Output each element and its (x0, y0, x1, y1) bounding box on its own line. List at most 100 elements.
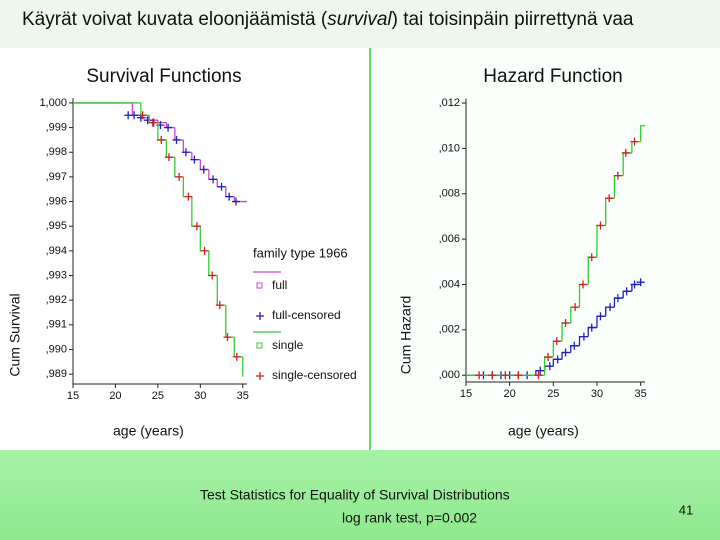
censor-marker (570, 341, 579, 350)
censor-marker (544, 353, 553, 362)
censor-marker (630, 280, 639, 289)
legend-label: full-censored (272, 308, 341, 322)
legend-swatch (256, 282, 263, 289)
censor-marker (184, 192, 193, 201)
censor-marker (561, 348, 570, 357)
censor-marker (143, 116, 152, 125)
censor-marker (148, 118, 157, 127)
censor-marker (514, 371, 523, 380)
legend-label: full (272, 278, 287, 292)
title-part: Käyrät voivat kuvata eloonjäämistä ( (22, 9, 328, 30)
censor-marker (209, 175, 218, 184)
censor-marker (545, 362, 554, 371)
x-axis-label: age (years) (508, 423, 579, 439)
censor-marker (596, 312, 605, 321)
chart-title: Survival Functions (86, 66, 241, 87)
censor-marker (534, 371, 543, 380)
y-tick-label: ,993 (46, 269, 67, 281)
legend-title: family type 1966 (253, 245, 348, 260)
x-axis-label: age (years) (113, 423, 184, 439)
censor-marker (613, 171, 622, 180)
censor-marker (571, 303, 580, 312)
censor-marker (138, 111, 147, 120)
censor-marker (215, 301, 224, 310)
y-tick-label: ,002 (439, 324, 460, 336)
chart-title: Hazard Function (483, 66, 622, 87)
censor-marker (175, 172, 184, 181)
censor-marker (587, 253, 596, 262)
censor-marker (164, 123, 173, 132)
censor-marker (231, 197, 240, 206)
x-tick-label: 15 (460, 388, 472, 400)
y-tick-label: ,990 (46, 343, 67, 355)
y-tick-label: ,000 (439, 369, 460, 381)
title-bar (0, 0, 720, 48)
censor-marker (579, 332, 588, 341)
censor-marker (199, 165, 208, 174)
title-part: survival (327, 9, 392, 30)
censor-marker (636, 278, 645, 287)
censor-marker (217, 182, 226, 191)
censor-marker (232, 352, 241, 361)
y-tick-label: ,997 (46, 171, 67, 183)
step-segment (639, 125, 645, 142)
censor-marker (536, 366, 545, 375)
y-tick-label: ,012 (439, 97, 460, 109)
title-part: ) tai toisinpäin piirrettynä vaa (392, 9, 634, 30)
censor-marker (605, 194, 614, 203)
censor-marker (164, 153, 173, 162)
censor-marker (223, 333, 232, 342)
censor-marker (192, 222, 201, 231)
censor-marker (552, 337, 561, 346)
censor-marker (596, 221, 605, 230)
censor-marker (587, 323, 596, 332)
y-tick-label: 1,000 (39, 97, 67, 109)
legend-marker (256, 372, 264, 380)
x-tick-label: 15 (67, 390, 79, 402)
censor-marker (553, 355, 562, 364)
legend-label: single-censored (272, 368, 357, 382)
censor-marker (613, 294, 622, 303)
y-tick-label: ,995 (46, 220, 67, 232)
censor-marker (622, 287, 631, 296)
page-number: 41 (679, 502, 693, 517)
x-tick-label: 25 (152, 390, 164, 402)
footer-text: log rank test, p=0.002 (342, 510, 477, 526)
censor-marker (181, 148, 190, 157)
slide-title: Käyrät voivat kuvata eloonjäämistä (surv… (22, 9, 634, 30)
censor-marker (190, 155, 199, 164)
y-tick-label: ,006 (439, 233, 460, 245)
y-tick-label: ,004 (439, 278, 460, 290)
censor-marker (475, 371, 484, 380)
footer-text: Test Statistics for Equality of Survival… (200, 487, 510, 503)
legend-swatch (256, 342, 263, 349)
y-tick-label: ,008 (439, 188, 460, 200)
legend-marker (256, 312, 264, 320)
censor-marker (501, 371, 510, 380)
y-tick-label: ,996 (46, 195, 67, 207)
y-tick-label: ,010 (439, 142, 460, 154)
censor-marker (200, 246, 209, 255)
plots: Survival Functions age (years) Cum Surviva… (7, 66, 647, 439)
footer-band (0, 450, 720, 540)
right-panel (370, 48, 720, 450)
y-tick-label: ,999 (46, 121, 67, 133)
x-tick-label: 25 (547, 388, 559, 400)
censor-marker (488, 371, 497, 380)
censor-marker (579, 280, 588, 289)
x-tick-label: 20 (109, 390, 121, 402)
censor-marker (561, 319, 570, 328)
y-tick-label: ,998 (46, 146, 67, 158)
censor-marker (172, 135, 181, 144)
y-axis-label: Cum Survival (7, 293, 23, 376)
x-tick-label: 30 (591, 388, 603, 400)
censor-marker (621, 148, 630, 157)
legend-label: single (272, 338, 304, 352)
y-axis-label: Cum Hazard (398, 296, 414, 375)
censor-marker (606, 303, 615, 312)
censor-marker (157, 135, 166, 144)
censor-marker (130, 111, 139, 120)
censor-marker (630, 137, 639, 146)
x-tick-label: 35 (237, 390, 249, 402)
